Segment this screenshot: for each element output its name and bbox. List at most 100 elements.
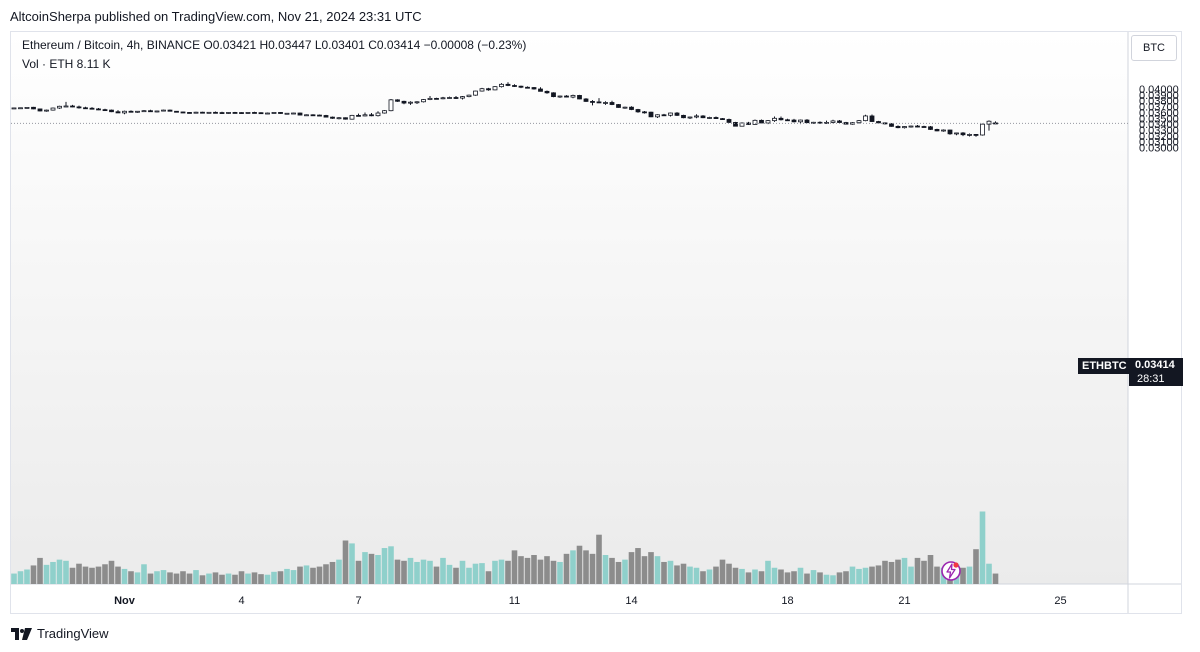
tradingview-logo[interactable]: TradingView [11,626,109,641]
volume-legend[interactable]: Vol · ETH 8.11 K [22,57,111,71]
candle-up [427,97,433,100]
candle-up [772,117,777,122]
candle-down [785,119,790,122]
volume-bar [225,573,232,584]
candle-down [726,119,732,123]
candle-up [349,114,355,120]
candle-down [889,123,894,127]
candle-down [869,115,875,122]
candle-up [336,117,342,120]
volume-bar [700,571,706,584]
candle-up [122,110,127,114]
currency-button[interactable]: BTC [1131,35,1177,61]
candle-down [128,110,134,113]
candle-up [902,126,907,129]
candle-down [356,114,361,117]
volume-bar [251,572,258,584]
volume-bar [277,571,284,584]
time-tick-label: 21 [898,595,910,607]
candle-down [876,121,881,124]
ohlc-legend[interactable]: Ethereum / Bitcoin, 4h, BINANCE O0.03421… [22,38,527,52]
candle-down [590,101,595,103]
lightning-icon[interactable] [940,560,962,582]
candle-down [434,97,439,100]
candle-down [700,115,706,119]
volume-bar [128,571,134,584]
volume-bar [804,573,810,584]
candle-down [921,126,927,128]
candle-down [258,112,264,115]
price-tick-label: 0.03100 [1139,137,1179,149]
volume-bar [323,564,329,584]
candle-down [323,115,329,118]
candle-down [616,104,621,108]
volume-bar [186,573,193,584]
candle-down [674,112,680,116]
candle-down [609,102,615,105]
volume-bar [583,550,589,584]
candle-up [492,86,498,91]
candle-down [928,126,933,130]
candle-up [739,122,745,127]
candle-down [778,117,784,121]
price-tick-label: 0.03400 [1139,119,1179,131]
volume-bar [908,566,914,584]
volume-bar [492,560,498,584]
volume-bar [550,560,557,584]
candle-down [148,110,153,113]
candle-up [284,112,290,115]
candle-down [31,106,36,110]
time-tick-label: 4 [238,595,244,607]
candle-down [915,125,920,128]
candle-down [219,112,225,114]
volume-bar [648,552,654,584]
volume-bar [69,567,76,584]
candle-down [577,95,582,100]
volume-bar [875,565,882,584]
volume-bar [284,568,290,584]
volume-bar [719,559,726,584]
price-chart[interactable]: 0.030000.031000.032000.033000.034000.035… [11,32,1181,613]
volume-bar [264,574,271,584]
candle-up [479,88,485,92]
candle-down [583,98,589,102]
candle-up [622,106,628,109]
volume-bar [446,564,453,584]
volume-bar [537,559,544,584]
volume-bars [11,511,999,584]
candlesticks [11,82,998,137]
time-axis-labels: Nov 4 7 11 14 18 21 25 [114,595,1067,607]
volume-bar [752,569,758,584]
volume-bar [82,566,89,584]
chart-frame[interactable]: 0.03000 0.03100 0.03200 0.03300 0.03400 0.035… [10,31,1182,614]
price-tick-label: 0.03000 [1139,143,1179,155]
volume-bar [115,566,121,584]
candle-down [505,83,511,86]
candle-up [863,115,868,122]
candle-down [109,109,114,113]
candle-down [629,106,634,110]
plot-background [11,32,1128,584]
candle-down [531,87,537,90]
candle-up [135,110,140,113]
volume-bar [134,572,141,584]
volume-bar [570,550,576,584]
candle-up [856,120,862,124]
volume-bar [173,573,180,584]
volume-bar [739,568,745,584]
volume-bar [778,569,784,584]
candle-down [817,121,823,124]
candle-up [63,105,69,108]
price-tick-label: 0.03600 [1139,107,1179,119]
volume-bar [427,560,433,584]
volume-bar [11,573,17,584]
candle-up [388,99,394,112]
volume-bar [381,548,388,584]
volume-bar [797,567,804,584]
volume-bar [966,566,973,584]
candle-down [837,120,842,123]
time-tick-label: 25 [1054,595,1066,607]
candle-up [466,94,472,98]
volume-bar [479,563,485,584]
candle-down [720,118,725,120]
